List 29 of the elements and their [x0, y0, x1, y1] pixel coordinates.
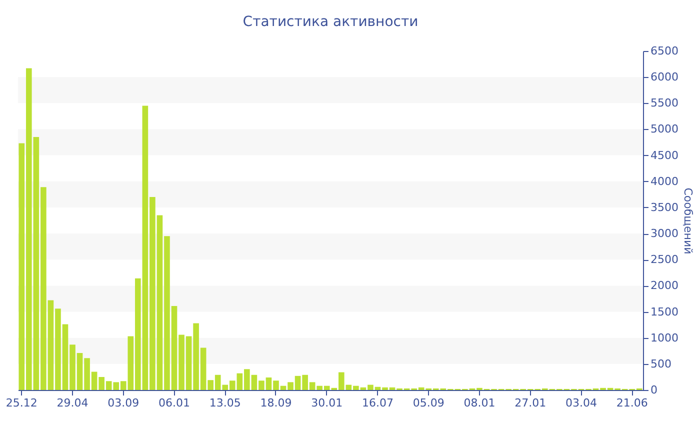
y-tick-label: 4000: [650, 174, 678, 188]
x-tick-label: 29.04: [56, 396, 88, 410]
y-tick-label: 500: [650, 357, 672, 370]
y-tick-label: 0: [650, 384, 658, 396]
y-tick-label: 1500: [650, 305, 678, 318]
x-tick-label: 03.09: [108, 396, 140, 410]
chart-title: Статистика активности: [242, 14, 418, 30]
y-tick-label: 3500: [650, 200, 678, 214]
y-tick-label: 4500: [650, 148, 678, 162]
x-tick-label: 25.12: [6, 396, 38, 410]
y-tick-label: 6000: [650, 70, 678, 84]
x-tick-label: 30.01: [311, 396, 343, 410]
x-tick-label: 06.01: [158, 396, 190, 410]
y-tick-label: 5500: [650, 96, 678, 110]
x-tick-label: 05.09: [412, 396, 444, 410]
y-tick-label: 2500: [650, 253, 678, 266]
x-tick-label: 18.09: [260, 396, 292, 410]
y-tick-label: 3000: [650, 227, 678, 240]
y-tick-label: 2000: [650, 279, 678, 292]
y-tick-label: 5000: [650, 122, 678, 136]
x-tick-label: 27.01: [514, 396, 546, 410]
x-tick-label: 08.01: [464, 396, 496, 410]
y-tick-label: 6500: [650, 44, 678, 58]
x-tick-label: 16.07: [362, 396, 394, 410]
x-tick-label: 03.04: [565, 396, 597, 410]
y-axis-title: Сообщений: [681, 188, 694, 254]
x-tick-label: 21.06: [616, 396, 648, 410]
x-tick-label: 13.05: [209, 396, 241, 410]
y-tick-label: 1000: [650, 331, 678, 344]
